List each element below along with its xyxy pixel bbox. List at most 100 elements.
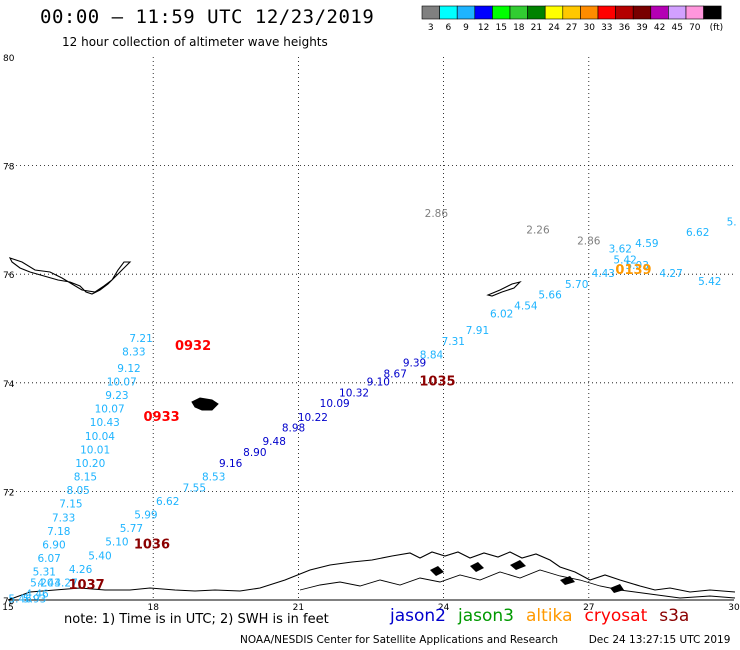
- wave-height-label: 10.07: [95, 404, 125, 416]
- wave-height-label: 10.04: [85, 431, 115, 443]
- wave-height-label: 9.16: [219, 458, 243, 470]
- credit-text: NOAA/NESDIS Center for Satellite Applica…: [240, 634, 558, 646]
- x-tick-label: 27: [583, 603, 594, 613]
- wave-height-label: 8.15: [74, 472, 97, 484]
- wave-height-label: 7.18: [47, 526, 70, 538]
- pass-time-label: 1037: [69, 578, 105, 593]
- norway-fjords: [299, 569, 736, 599]
- wave-height-label: 4.43: [592, 268, 615, 280]
- wave-height-label: 4.27: [54, 577, 77, 589]
- colorbar-swatch: [668, 5, 687, 20]
- colorbar-label: 42: [654, 23, 665, 33]
- wave-height-label: 10.22: [298, 412, 328, 424]
- island-northeast: [486, 280, 522, 297]
- y-tick-label: 80: [3, 54, 15, 64]
- norway-coast: [7, 551, 736, 601]
- colorbar-label: 12: [478, 23, 489, 33]
- wave-height-label: 6.07: [37, 553, 60, 565]
- pass-time-label: 1036: [134, 537, 170, 552]
- footnote: note: 1) Time is in UTC; 2) SWH is in fe…: [64, 612, 329, 627]
- data-marks: 7.218.339.1210.079.2310.0710.4310.0410.0…: [8, 208, 736, 606]
- colorbar-swatch: [632, 5, 652, 20]
- colorbar-swatch: [703, 5, 722, 20]
- wave-height-label: 7.55: [183, 482, 206, 494]
- wave-height-label: 5.70: [565, 279, 588, 291]
- pass-time-label: 0139: [615, 263, 651, 278]
- series-cryosat-track-4: 3.62 4.59 6.62 5.: [609, 216, 737, 255]
- wave-height-label: 5.99: [134, 510, 157, 522]
- wave-height-label: 5.40: [88, 550, 111, 562]
- wave-height-label: 9.12: [117, 363, 140, 375]
- wave-height-label: 9.39: [403, 358, 426, 370]
- colorbar-label: (ft): [710, 23, 724, 33]
- colorbar-swatch: [439, 5, 458, 20]
- wave-height-label: 8.67: [384, 368, 407, 380]
- generated-timestamp: Dec 24 13:27:15 UTC 2019: [588, 634, 731, 646]
- colorbar-swatch: [492, 5, 511, 20]
- colorbar-swatch: [421, 5, 440, 20]
- wave-height-label: 2.26: [526, 224, 550, 236]
- wave-height-label: 5.93: [23, 594, 46, 606]
- pass-time-label: 0933: [144, 410, 180, 425]
- colorbar-label: 21: [531, 23, 542, 33]
- wave-height-label: 2.86: [425, 208, 449, 220]
- colorbar-label: 33: [601, 23, 612, 33]
- wave-height-label: 8.98: [282, 423, 305, 435]
- wave-height-label: 8.84: [420, 349, 444, 361]
- wave-height-label: 8.05: [66, 485, 89, 497]
- wave-height-label: 5.77: [120, 523, 143, 535]
- colorbar-label: 39: [636, 23, 648, 33]
- wave-height-label: 9.10: [367, 377, 390, 389]
- wave-height-label: 10.07: [107, 377, 137, 389]
- wave-height-label: 6.02: [490, 309, 513, 321]
- x-tick-label: 30: [728, 603, 740, 613]
- legend-s3a: s3a: [659, 606, 690, 626]
- coastline: [7, 257, 736, 601]
- colorbar-label: 18: [513, 23, 525, 33]
- x-tick-label: 18: [147, 603, 159, 613]
- wave-height-label: 7.33: [52, 512, 75, 524]
- colorbar-label: 6: [446, 23, 452, 33]
- wave-height-label: 8.53: [202, 472, 225, 484]
- pass-time-label: 0932: [175, 339, 211, 354]
- wave-height-label: 5.20: [30, 577, 53, 589]
- wave-height-label: 10.20: [75, 458, 105, 470]
- chart-subtitle: 12 hour collection of altimeter wave hei…: [62, 35, 328, 49]
- y-tick-label: 78: [3, 163, 15, 173]
- colorbar-label: 27: [566, 23, 577, 33]
- colorbar-swatch: [597, 5, 616, 20]
- colorbar-label: 36: [619, 23, 631, 33]
- colorbar-swatch: [527, 5, 546, 20]
- series-altika-track: 2.86 2.26 2.86: [425, 208, 601, 247]
- pass-time-label: 1035: [419, 375, 455, 390]
- grid-lines: [8, 57, 734, 601]
- x-tick-label: 15: [2, 603, 13, 613]
- norway-islands: [430, 560, 624, 593]
- wave-height-label: 6.90: [42, 539, 65, 551]
- wave-height-label: 9.48: [263, 436, 286, 448]
- wave-height-label: 6.62: [156, 496, 179, 508]
- wave-height-label: 4.54: [514, 300, 538, 312]
- y-tick-label: 76: [3, 271, 15, 281]
- wave-height-label: 9.23: [105, 390, 128, 402]
- bear-island: [191, 397, 219, 411]
- x-tick-label: 24: [438, 603, 450, 613]
- colorbar-swatch: [650, 5, 669, 20]
- wave-height-label: 5.: [727, 216, 737, 228]
- wave-height-label: 4.26: [69, 564, 93, 576]
- colorbar-swatch: [685, 5, 704, 20]
- wave-height-label: 3.62: [609, 243, 632, 255]
- wave-height-label: 5.42: [698, 276, 721, 288]
- wave-height-label: 10.43: [90, 417, 120, 429]
- y-tick-label: 74: [3, 380, 15, 390]
- credit-line: NOAA/NESDIS Center for Satellite Applica…: [240, 634, 730, 646]
- series-cryosat-track-1: 7.218.339.1210.079.2310.0710.4310.0410.0…: [25, 333, 152, 600]
- colorbar-swatch: [509, 5, 528, 20]
- colorbar-label: 45: [671, 23, 682, 33]
- wave-height-label: 7.15: [59, 499, 82, 511]
- series-cryosat-track-2: 4.274.26 5.405.10 5.775.99 6.62 7.558.53: [54, 472, 225, 590]
- colorbar-swatch: [456, 5, 476, 20]
